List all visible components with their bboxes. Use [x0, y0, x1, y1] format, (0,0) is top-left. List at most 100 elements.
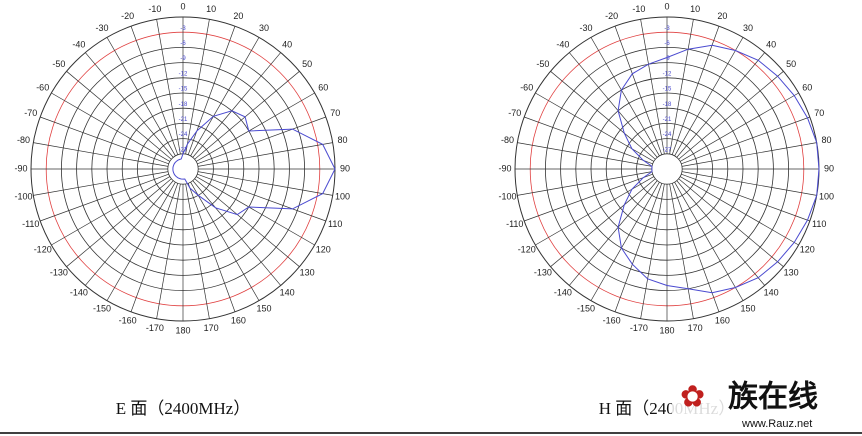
angle-tick-label: 80 — [338, 135, 348, 145]
angle-tick-label: 140 — [764, 287, 779, 297]
angle-tick-label: -110 — [22, 219, 39, 229]
grid-spoke — [676, 52, 765, 158]
grid-spoke — [669, 19, 694, 155]
grid-spoke — [535, 92, 655, 162]
grid-spoke — [676, 180, 765, 286]
angle-tick-label: -130 — [534, 268, 552, 278]
angle-tick-label: 40 — [766, 39, 776, 49]
grid-spoke — [681, 171, 817, 196]
angle-tick-label: -40 — [72, 39, 85, 49]
angle-tick-label: 100 — [335, 192, 350, 202]
grid-spoke — [197, 171, 333, 196]
grid-spoke — [197, 173, 326, 222]
grid-spoke — [197, 142, 333, 167]
r-tick-label: -18 — [179, 102, 188, 108]
r-tick-label: -27 — [179, 147, 188, 153]
grid-spoke — [569, 52, 658, 158]
angle-tick-label: 170 — [204, 323, 219, 333]
angle-tick-label: 180 — [659, 325, 674, 335]
angle-tick-label: 120 — [316, 244, 331, 254]
angle-tick-label: 110 — [328, 219, 342, 229]
angle-tick-label: 120 — [800, 244, 815, 254]
grid-spoke — [130, 183, 179, 312]
grid-spoke — [51, 92, 171, 162]
grid-spoke — [130, 26, 179, 155]
angle-tick-label: -120 — [34, 244, 52, 254]
grid-ring — [651, 153, 683, 185]
grid-spoke — [524, 173, 653, 222]
angle-tick-label: -10 — [148, 4, 161, 14]
angle-tick-label: -140 — [554, 287, 572, 297]
r-tick-label: -6 — [180, 41, 186, 47]
grid-spoke — [185, 19, 210, 155]
angle-tick-label: 20 — [233, 11, 243, 21]
grid-spoke — [614, 183, 663, 312]
grid-spoke — [550, 71, 656, 160]
grid-spoke — [679, 176, 799, 246]
r-tick-label: -3 — [180, 26, 186, 32]
grid-spoke — [194, 71, 300, 160]
grid-spoke — [66, 178, 172, 267]
grid-spoke — [51, 176, 171, 246]
angle-tick-label: 70 — [814, 108, 824, 118]
grid-spoke — [517, 142, 653, 167]
grid-spoke — [640, 183, 665, 319]
grid-spoke — [590, 181, 660, 301]
r-tick-label: -24 — [179, 132, 188, 138]
grid-spoke — [679, 92, 799, 162]
grid-spoke — [524, 116, 653, 165]
angle-tick-label: -60 — [36, 82, 49, 92]
angle-tick-label: -70 — [508, 108, 521, 118]
angle-tick-label: 70 — [330, 108, 340, 118]
grid-spoke — [85, 180, 174, 286]
angle-tick-label: -70 — [24, 108, 37, 118]
angle-tick-label: -170 — [146, 323, 164, 333]
angle-tick-label: 170 — [688, 323, 703, 333]
angle-tick-label: -60 — [520, 82, 533, 92]
angle-tick-label: 0 — [180, 1, 185, 11]
angle-tick-label: 100 — [819, 192, 834, 202]
angle-tick-label: -10 — [632, 4, 645, 14]
grid-spoke — [678, 71, 784, 160]
angle-tick-label: 130 — [784, 268, 799, 278]
grid-spoke — [674, 181, 744, 301]
pattern-line — [172, 110, 336, 216]
angle-tick-label: -90 — [498, 163, 511, 173]
grid-spoke — [190, 181, 260, 301]
r-tick-label: -12 — [179, 71, 188, 77]
angle-tick-label: -80 — [501, 135, 514, 145]
grid-spoke — [194, 178, 300, 267]
angle-tick-label: -120 — [518, 244, 536, 254]
angle-tick-label: 160 — [715, 316, 730, 326]
angle-tick-label: -130 — [50, 268, 68, 278]
grid-spoke — [671, 183, 720, 312]
grid-spoke — [40, 173, 169, 222]
grid-spoke — [106, 37, 176, 157]
angle-tick-label: 60 — [318, 82, 328, 92]
r-tick-label: -15 — [663, 87, 672, 93]
grid-spoke — [669, 183, 694, 319]
angle-tick-label: -150 — [93, 304, 111, 314]
angle-tick-label: -50 — [536, 59, 549, 69]
grid-spoke — [671, 26, 720, 155]
angle-tick-label: 60 — [802, 82, 812, 92]
r-tick-label: -6 — [664, 41, 670, 47]
grid-spoke — [106, 181, 176, 301]
angle-tick-label: 10 — [206, 4, 216, 14]
angle-tick-label: -110 — [506, 219, 523, 229]
grid-spoke — [681, 116, 810, 165]
r-tick-label: -9 — [664, 56, 670, 62]
angle-tick-label: 30 — [259, 23, 269, 33]
angle-tick-label: 90 — [824, 163, 834, 173]
angle-tick-label: -150 — [577, 304, 595, 314]
angle-tick-label: -100 — [498, 192, 516, 202]
angle-tick-label: -50 — [52, 59, 65, 69]
grid-spoke — [190, 37, 260, 157]
r-tick-label: -9 — [180, 56, 186, 62]
grid-spoke — [187, 26, 236, 155]
grid-spoke — [156, 183, 181, 319]
grid-spoke — [197, 116, 326, 165]
grid-spoke — [195, 92, 315, 162]
watermark-url: www.Rauz.net — [741, 418, 812, 430]
angle-tick-label: 140 — [280, 287, 295, 297]
